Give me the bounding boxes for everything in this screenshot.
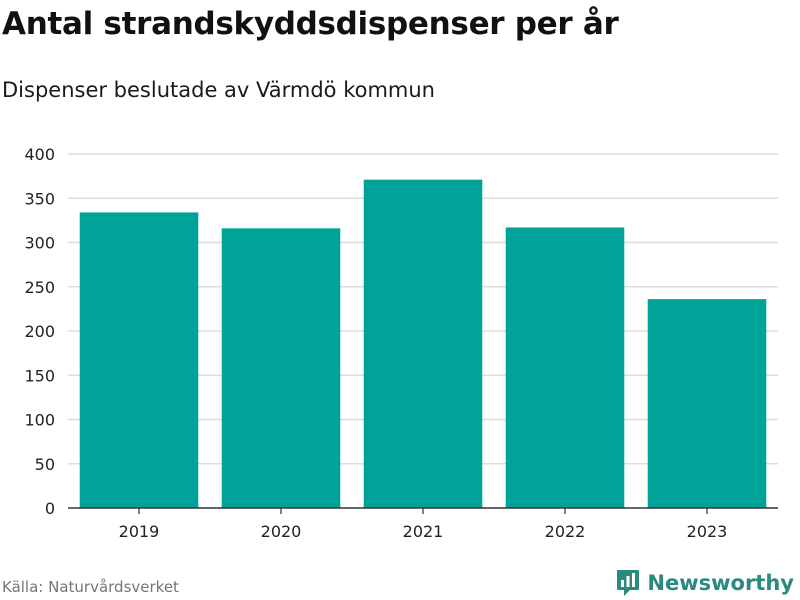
x-tick-label: 2022 [545,522,586,541]
x-tick-label: 2019 [119,522,160,541]
source-note: Källa: Naturvårdsverket [2,578,179,596]
chart-title: Antal strandskyddsdispenser per år [2,6,619,42]
bar-2020 [221,228,341,508]
y-tick-label: 150 [24,366,55,385]
y-tick-label: 50 [35,455,55,474]
x-tick-label: 2021 [403,522,444,541]
bar-2023 [647,299,767,508]
chart-subtitle: Dispenser beslutade av Värmdö kommun [2,78,435,102]
bar-2019 [79,212,199,508]
brand-name: Newsworthy [647,571,794,595]
brand-logo: Newsworthy [615,568,794,598]
y-tick-label: 250 [24,278,55,297]
y-tick-label: 300 [24,234,55,253]
y-tick-label: 200 [24,322,55,341]
y-tick-label: 100 [24,411,55,430]
x-tick-label: 2020 [261,522,302,541]
bars [79,179,767,509]
y-tick-label: 350 [24,189,55,208]
y-tick-label: 400 [24,145,55,164]
y-tick-label: 0 [45,499,55,518]
bar-2022 [505,227,625,508]
newsworthy-logo-icon [617,570,640,596]
x-tick-label: 2023 [687,522,728,541]
bar-2021 [363,179,483,509]
axes: 0 50 100 150 200 250 300 350 400 2019 2020 2021 2022… [24,145,778,541]
